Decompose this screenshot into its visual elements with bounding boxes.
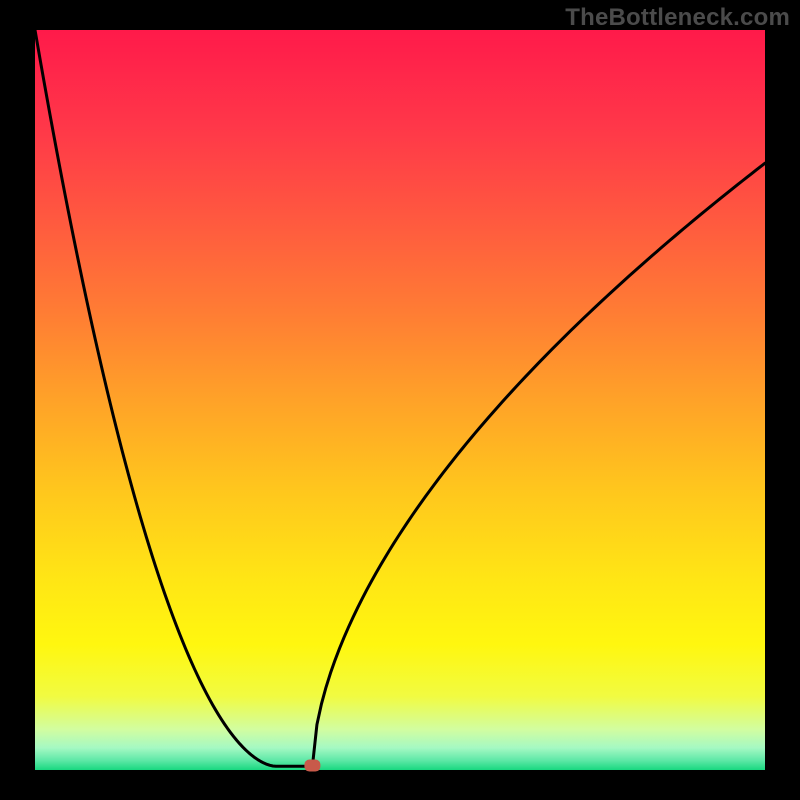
bottleneck-chart <box>0 0 800 800</box>
optimum-marker <box>304 760 320 772</box>
chart-background <box>35 30 765 770</box>
watermark-text: TheBottleneck.com <box>565 4 790 32</box>
outer-frame: TheBottleneck.com <box>0 0 800 800</box>
